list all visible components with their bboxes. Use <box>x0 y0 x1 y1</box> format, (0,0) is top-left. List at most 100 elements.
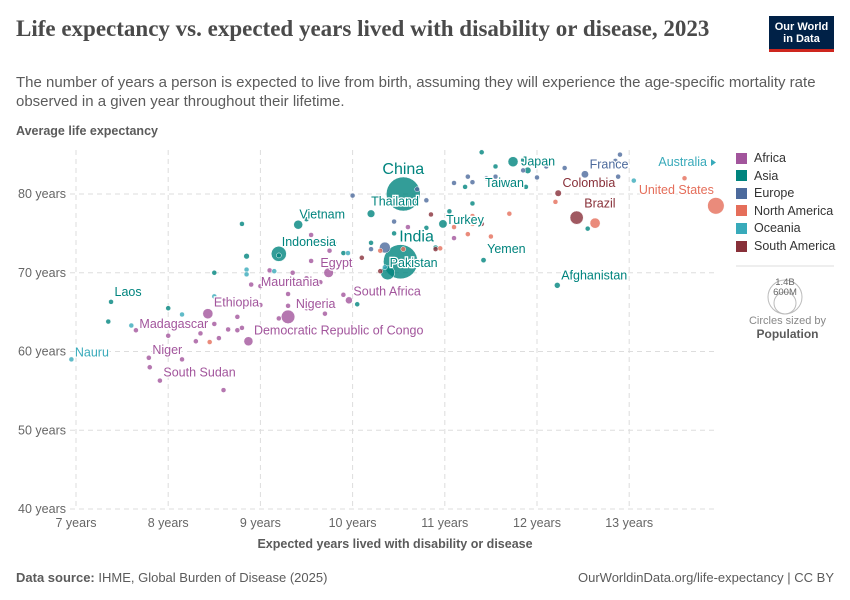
legend-label: Africa <box>754 151 786 165</box>
data-point <box>612 158 619 164</box>
point-label: Laos <box>115 285 142 299</box>
size-legend-note: Circles sized by Population <box>740 315 835 341</box>
data-point <box>520 157 526 163</box>
data-point <box>303 305 310 311</box>
y-tick-label: 60 years <box>18 345 66 359</box>
legend-swatch <box>736 152 747 164</box>
data-point <box>478 149 485 156</box>
data-point <box>681 175 688 181</box>
data-point <box>437 245 443 252</box>
data-point <box>179 356 185 363</box>
data-point <box>243 271 250 278</box>
data-point <box>271 268 277 274</box>
data-point <box>257 302 264 308</box>
data-point <box>405 224 411 230</box>
size-legend-title: Circles sized by <box>748 315 827 327</box>
owid-logo[interactable]: Our World in Data <box>769 16 834 52</box>
data-point <box>423 197 430 204</box>
x-tick-label: 11 years <box>421 516 468 530</box>
point-label: Afghanistan <box>561 268 627 282</box>
legend-item[interactable]: Oceania <box>736 221 801 235</box>
legend-item[interactable]: Europe <box>736 186 794 200</box>
point-label: United States <box>639 183 714 197</box>
legend-label: North America <box>754 203 834 218</box>
data-point <box>400 246 407 252</box>
data-point <box>193 338 199 345</box>
data-source: Data source: IHME, Global Burden of Dise… <box>16 570 327 585</box>
data-point <box>165 333 171 339</box>
data-point <box>293 219 303 230</box>
x-axis-label: Expected years lived with disability or … <box>257 537 533 551</box>
legend-swatch <box>736 170 747 182</box>
data-point <box>428 211 434 218</box>
data-point <box>561 165 568 171</box>
data-point <box>326 247 333 254</box>
x-tick-label: 7 years <box>56 516 97 530</box>
legend-label: Oceania <box>754 221 801 236</box>
data-point <box>331 240 337 246</box>
point-label: South Sudan <box>163 366 235 380</box>
point-label: Turkey <box>446 213 484 227</box>
data-point <box>239 325 245 331</box>
legend-swatch <box>736 187 747 199</box>
legend-item[interactable]: South America <box>736 239 835 253</box>
data-point <box>179 311 185 318</box>
footer-link[interactable]: OurWorldinData.org/life-expectancy | CC … <box>577 570 834 585</box>
data-point <box>197 330 204 337</box>
legend-item[interactable]: Asia <box>736 169 778 183</box>
y-tick-label: 80 years <box>18 187 66 201</box>
data-point <box>354 301 360 307</box>
data-point <box>105 318 112 325</box>
data-point <box>349 192 356 199</box>
data-point <box>506 210 513 217</box>
point-label: Ethiopia <box>214 296 259 310</box>
x-tick-label: 10 years <box>329 516 377 530</box>
point-label: Japan <box>521 155 555 169</box>
point-label: Nauru <box>75 345 109 359</box>
data-point <box>289 270 296 276</box>
data-point <box>480 257 487 264</box>
data-point <box>308 258 314 264</box>
chart-subtitle: The number of years a person is expected… <box>16 74 816 110</box>
data-point <box>478 221 485 227</box>
data-point <box>492 173 499 180</box>
data-point <box>312 238 319 244</box>
legend-item[interactable]: Africa <box>736 151 786 165</box>
data-point <box>469 221 476 227</box>
data-point <box>216 335 222 341</box>
point-label: Taiwan <box>485 176 524 190</box>
data-point <box>534 174 540 181</box>
data-point <box>523 184 529 190</box>
x-tick-label: 9 years <box>240 516 281 530</box>
data-point <box>589 217 601 229</box>
point-label: Pakistan <box>390 256 438 270</box>
data-point <box>285 291 291 297</box>
source-text[interactable]: IHME, Global Burden of Disease (2025) <box>98 570 328 585</box>
legend-label: Europe <box>754 186 795 201</box>
x-tick-label: 12 years <box>513 516 561 530</box>
size-legend-variable: Population <box>756 327 819 341</box>
data-point <box>438 219 448 229</box>
point-label: Brazil <box>584 197 615 211</box>
data-point <box>211 321 218 327</box>
data-point <box>220 387 227 393</box>
data-point <box>617 151 623 158</box>
data-point <box>569 210 584 225</box>
data-point <box>631 177 637 184</box>
data-point <box>707 197 725 215</box>
data-point <box>276 252 282 259</box>
data-point <box>243 336 254 347</box>
data-point <box>543 163 549 170</box>
point-label: Niger <box>152 343 182 357</box>
data-point <box>423 225 430 231</box>
size-legend-small-label: 600M <box>773 287 797 298</box>
x-tick-label: 13 years <box>605 516 653 530</box>
point-label: India <box>399 229 434 246</box>
data-point <box>488 233 494 240</box>
data-point <box>303 216 310 222</box>
legend-item[interactable]: North America <box>736 204 833 218</box>
data-point <box>465 231 471 237</box>
data-point <box>414 186 420 193</box>
